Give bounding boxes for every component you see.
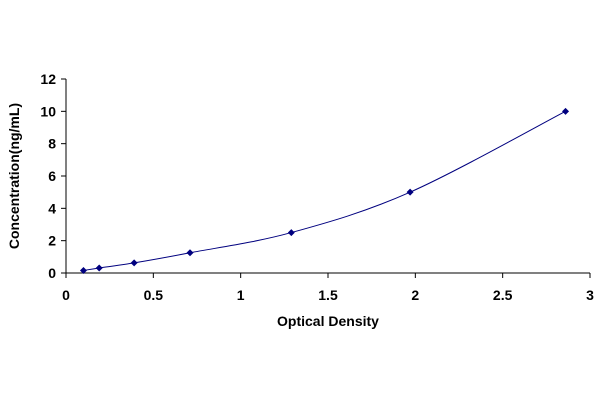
x-axis-title: Optical Density — [277, 313, 379, 329]
fit-curve-line — [83, 110, 566, 271]
y-axis-title: Concentration(ng/mL) — [6, 103, 22, 249]
y-tick-label: 2 — [48, 233, 56, 249]
x-tick-label: 3 — [586, 287, 594, 303]
data-point-marker — [406, 188, 414, 196]
data-point-marker — [95, 264, 103, 272]
y-tick-label: 12 — [40, 71, 56, 87]
data-point-marker — [79, 266, 87, 274]
x-tick-label: 2.5 — [493, 287, 513, 303]
y-axis-ticks: 0 2 4 6 8 10 12 — [40, 71, 66, 281]
x-tick-label: 1 — [237, 287, 245, 303]
x-tick-label: 1.5 — [318, 287, 338, 303]
data-point-marker — [186, 249, 194, 257]
x-axis-ticks: 0 0.5 1 1.5 2 2.5 3 — [62, 273, 594, 303]
y-tick-label: 4 — [48, 200, 56, 216]
y-tick-label: 0 — [48, 265, 56, 281]
data-point-marker — [562, 107, 570, 115]
data-point-marker — [287, 229, 295, 237]
y-tick-label: 10 — [40, 103, 56, 119]
data-points — [79, 107, 570, 274]
x-tick-label: 2 — [411, 287, 419, 303]
plot-area — [65, 79, 590, 274]
y-tick-label: 6 — [48, 168, 56, 184]
x-tick-label: 0.5 — [144, 287, 164, 303]
x-tick-label: 0 — [62, 287, 70, 303]
y-tick-label: 8 — [48, 136, 56, 152]
data-point-marker — [130, 259, 138, 267]
